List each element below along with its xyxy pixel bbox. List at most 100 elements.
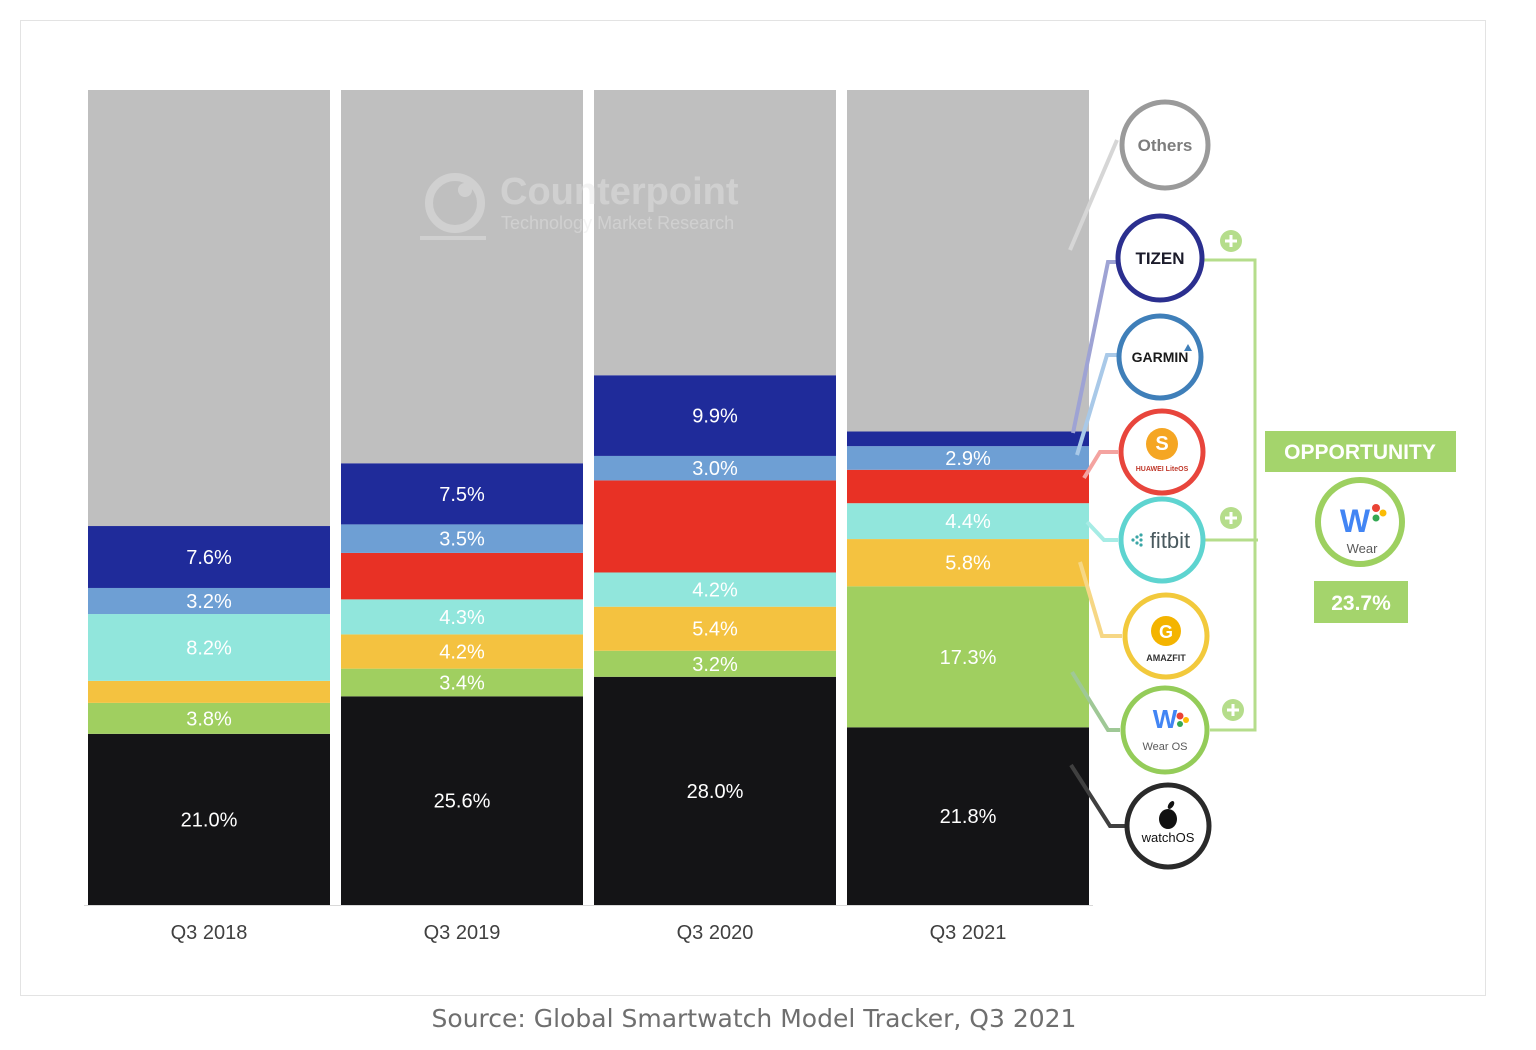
bar-segment xyxy=(847,586,1089,728)
wear-os-w-glyph: W xyxy=(1153,704,1178,734)
bar-segment xyxy=(341,668,583,697)
counterpoint-logo-icon xyxy=(425,173,485,233)
bar-segment xyxy=(88,733,330,905)
bar-segment xyxy=(341,634,583,669)
data-label: 25.6% xyxy=(434,791,491,813)
bar-segment xyxy=(341,524,583,553)
legend-connector-line xyxy=(1068,139,1119,251)
legend-connectors xyxy=(1068,139,1126,828)
bar-segment xyxy=(847,446,1089,470)
data-label: 3.2% xyxy=(186,591,232,613)
legend-wearos: W Wear OS xyxy=(1120,685,1210,775)
data-label: 5.4% xyxy=(692,619,738,641)
opportunity-value: 23.7% xyxy=(1331,592,1391,615)
bar-segment xyxy=(88,587,330,615)
x-tick-label: Q3 2019 xyxy=(424,922,501,944)
fitbit-dot xyxy=(1135,541,1139,545)
data-label: 3.0% xyxy=(692,458,738,480)
legend-label-garmin: GARMIN xyxy=(1132,349,1189,365)
data-label: 4.3% xyxy=(439,607,485,629)
bracket-line xyxy=(1203,258,1257,732)
legend-connector-line xyxy=(1082,450,1118,480)
bar-segment xyxy=(594,572,836,607)
watermark-tagline: Technology Market Research xyxy=(501,213,734,233)
smartwatch-os-share-chart: 21.0% 3.8% 8.2% 3.2% 7.6% Q3 2018 25.6% 3.4% 4.2… xyxy=(84,90,1456,944)
x-tick-label: Q3 2021 xyxy=(930,922,1007,944)
garmin-logo xyxy=(1116,313,1204,401)
bar-segment xyxy=(88,614,330,681)
plus-icon xyxy=(1220,230,1242,252)
bar-segment xyxy=(847,431,1089,447)
legend-label-fitbit: fitbit xyxy=(1150,528,1190,553)
legend-garmin: GARMIN xyxy=(1116,313,1204,401)
bar-segment xyxy=(847,503,1089,540)
opportunity-value-bg xyxy=(1314,581,1408,623)
data-label: 3.8% xyxy=(186,708,232,730)
legend-label-watchos: watchOS xyxy=(1141,830,1195,845)
data-label: 9.9% xyxy=(692,406,738,428)
fitbit-dot xyxy=(1139,543,1143,547)
legend-connector-line xyxy=(1070,670,1120,732)
bar-segment xyxy=(594,650,836,677)
bar-segment xyxy=(594,480,836,573)
legend-label-amazfit: AMAZFIT xyxy=(1146,653,1186,663)
bar-segment xyxy=(847,469,1089,504)
bar-segment xyxy=(341,552,583,600)
legend-connector-line xyxy=(1071,260,1118,434)
legend-connector-line xyxy=(1085,520,1118,542)
plus-icon xyxy=(1220,507,1242,529)
plus-icon-cross xyxy=(1225,512,1237,524)
apple-logo-leaf xyxy=(1167,801,1175,809)
data-label: 17.3% xyxy=(940,647,997,669)
bar-segment xyxy=(341,696,583,905)
chart-frame xyxy=(20,20,1486,996)
bar-segment xyxy=(88,702,330,734)
legend-tizen: TIZEN xyxy=(1115,213,1205,303)
wear-logo-icon xyxy=(1315,477,1405,567)
bar-segment xyxy=(594,676,836,905)
data-label: 3.2% xyxy=(692,654,738,676)
legend-connector-line xyxy=(1069,763,1126,828)
amazfit-emblem xyxy=(1151,616,1181,646)
legend-label-others: Others xyxy=(1138,136,1193,155)
tizen-logo xyxy=(1115,213,1205,303)
bar-segment xyxy=(594,90,836,376)
data-label: 28.0% xyxy=(687,781,744,803)
source-caption: Source: Global Smartwatch Model Tracker,… xyxy=(431,1004,1077,1033)
watermark-brand: Counterpoint xyxy=(500,171,739,213)
bar-segment xyxy=(88,680,330,703)
fitbit-dot xyxy=(1131,538,1135,542)
opportunity-logo-label: Wear xyxy=(1347,541,1378,556)
plus-icon-cross xyxy=(1227,704,1239,716)
data-label: 21.0% xyxy=(181,809,238,831)
fitbit-dots-icon xyxy=(1131,533,1143,547)
wear-os-logo xyxy=(1120,685,1210,775)
legend-connector-line xyxy=(1078,561,1122,638)
bar-segment xyxy=(88,90,330,527)
data-label: 4.2% xyxy=(439,642,485,664)
legend-label-wearos: Wear OS xyxy=(1142,741,1187,753)
bar-segment xyxy=(594,455,836,481)
wear-dot-red xyxy=(1176,712,1184,720)
legend-label-huawei: HUAWEI LiteOS xyxy=(1136,466,1189,473)
bars-group: 21.0% 3.8% 8.2% 3.2% 7.6% Q3 2018 25.6% 3.4% 4.2… xyxy=(84,90,1093,944)
plus-icon-cross xyxy=(1225,235,1237,247)
opportunity-title-bg xyxy=(1265,431,1456,472)
fitbit-logo xyxy=(1118,496,1206,584)
data-label: 7.5% xyxy=(439,484,485,506)
bar-segment xyxy=(847,90,1089,432)
data-label: 7.6% xyxy=(186,547,232,569)
wear-logo-w-glyph: W xyxy=(1340,503,1371,539)
opportunity-title: OPPORTUNITY xyxy=(1284,441,1436,464)
x-tick-label: Q3 2018 xyxy=(171,922,248,944)
plus-icon xyxy=(1222,699,1244,721)
legend-watchos: watchOS xyxy=(1124,782,1212,870)
bar-segment xyxy=(847,539,1089,587)
opportunity-bracket xyxy=(1203,258,1258,732)
data-label: 3.4% xyxy=(439,673,485,695)
wear-dot-yellow xyxy=(1183,717,1189,723)
bar-segment xyxy=(341,90,583,464)
legend-icons: Others TIZEN GARMIN S HUAWEI LiteOS fitbit G AM… xyxy=(1115,99,1212,870)
data-label: 5.8% xyxy=(945,553,991,575)
